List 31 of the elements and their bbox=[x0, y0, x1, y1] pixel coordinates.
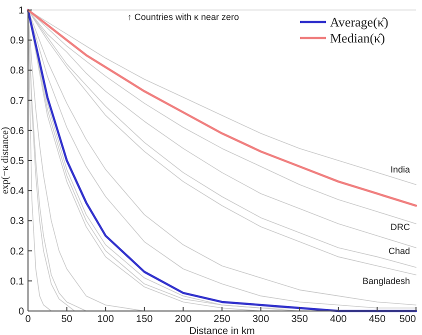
annotation: Chad bbox=[388, 246, 410, 256]
x-tick-label: 250 bbox=[214, 314, 231, 325]
x-tick-label: 50 bbox=[61, 314, 73, 325]
annotation: ↑ Countries with κ near zero bbox=[127, 12, 239, 22]
x-tick-label: 0 bbox=[25, 314, 32, 325]
x-tick-label: 400 bbox=[330, 314, 348, 325]
y-tick-label: 0.6 bbox=[10, 126, 24, 137]
x-tick-label: 500 bbox=[399, 314, 416, 325]
y-tick-label: 0.2 bbox=[10, 246, 24, 258]
x-tick-label: 450 bbox=[368, 314, 386, 325]
x-tick-label: 300 bbox=[252, 314, 270, 325]
annotation: Bangladesh bbox=[362, 276, 410, 286]
legend-label: Average(κ̂) bbox=[330, 14, 388, 30]
y-tick-label: 0 bbox=[18, 306, 24, 318]
legend-label: Median(κ̂) bbox=[330, 30, 385, 46]
x-tick-label: 350 bbox=[291, 314, 308, 325]
y-tick-label: 0.5 bbox=[10, 156, 24, 167]
x-tick-label: 150 bbox=[136, 314, 154, 325]
y-tick-label: 0.1 bbox=[10, 276, 24, 288]
y-tick-label: 0.8 bbox=[10, 66, 24, 77]
y-tick-label: 0.3 bbox=[10, 216, 24, 228]
y-tick-label: 0.9 bbox=[10, 36, 24, 47]
x-tick-label: 200 bbox=[174, 314, 192, 325]
y-tick-label: 1 bbox=[18, 6, 24, 16]
y-tick-label: 0.4 bbox=[10, 186, 24, 198]
x-axis-title: Distance in km bbox=[189, 326, 255, 335]
y-axis-title: exp(−κ distance) bbox=[0, 126, 11, 194]
annotation: India bbox=[390, 164, 410, 175]
y-tick-label: 0.7 bbox=[10, 96, 24, 107]
annotation: DRC bbox=[390, 222, 410, 232]
x-tick-label: 100 bbox=[97, 314, 114, 325]
